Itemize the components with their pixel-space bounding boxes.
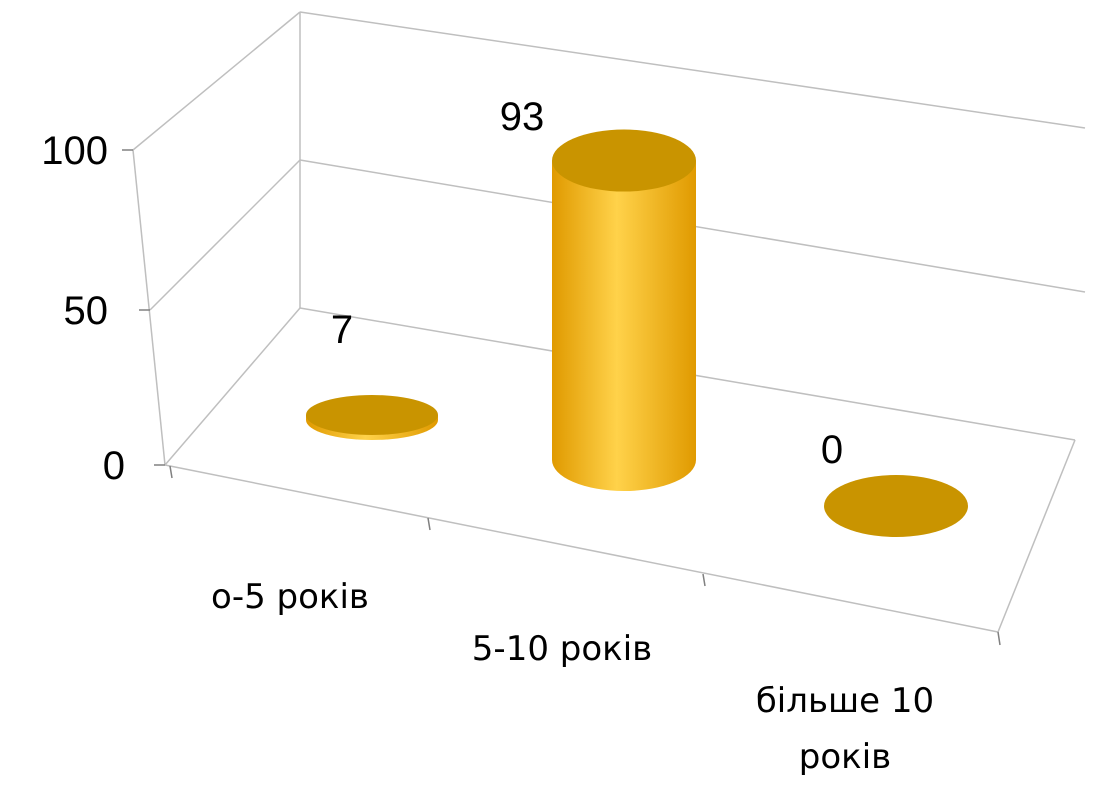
bar-2 bbox=[552, 129, 696, 492]
bars-layer bbox=[306, 129, 968, 537]
left-wall-front-edge bbox=[132, 149, 166, 466]
data-label-5-10: 93 bbox=[500, 95, 545, 139]
bar-3-top bbox=[824, 475, 968, 537]
bar-2-top bbox=[552, 129, 696, 192]
category-label-10-plus-line1: більше 10 bbox=[756, 681, 934, 721]
floor-left-edge bbox=[164, 307, 301, 466]
back-wall-top-edge bbox=[299, 11, 1086, 129]
x-tick-2 bbox=[427, 517, 431, 531]
category-label-5-10: 5-10 років bbox=[472, 629, 652, 669]
y-tick-label-0: 0 bbox=[103, 444, 125, 488]
category-label-10-plus-line2: років bbox=[799, 737, 891, 777]
x-tick-1 bbox=[169, 465, 173, 479]
data-label-0-5: 7 bbox=[331, 308, 353, 352]
x-tick-4 bbox=[997, 631, 1001, 646]
gridline-50-side bbox=[149, 159, 301, 311]
category-label-0-5: о-5 років bbox=[211, 577, 369, 617]
bar-1 bbox=[306, 394, 438, 440]
left-wall-top-edge bbox=[132, 11, 301, 151]
y-tick-label-100: 100 bbox=[41, 129, 108, 173]
y-tick-label-50: 50 bbox=[64, 289, 109, 333]
floor-front-edge bbox=[164, 464, 999, 633]
data-label-10-plus: 0 bbox=[821, 428, 843, 472]
bar-2-body bbox=[552, 160, 696, 492]
bar-1-top bbox=[306, 394, 438, 435]
axis-ticks bbox=[122, 149, 1001, 646]
bar-3 bbox=[824, 475, 968, 537]
x-tick-3 bbox=[702, 573, 706, 587]
floor-right-edge bbox=[997, 439, 1076, 633]
